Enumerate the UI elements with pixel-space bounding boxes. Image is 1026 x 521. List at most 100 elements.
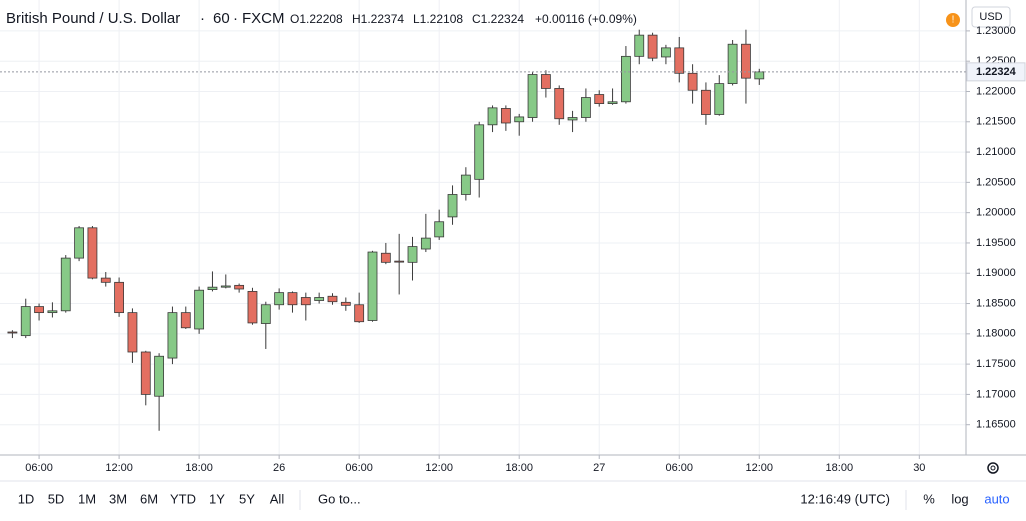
y-tick-label: 1.22500 bbox=[976, 55, 1016, 67]
candle-body bbox=[687, 72, 698, 91]
y-tick-label: 1.19500 bbox=[976, 237, 1016, 249]
y-tick-label: 1.16500 bbox=[976, 419, 1016, 431]
y-tick-label: 1.21000 bbox=[976, 146, 1016, 158]
scale-option[interactable]: auto bbox=[984, 491, 1009, 506]
candle-body bbox=[540, 74, 551, 89]
candle-body bbox=[647, 34, 658, 59]
y-tick-label: 1.19000 bbox=[976, 267, 1016, 279]
source: FXCM bbox=[242, 10, 285, 27]
candle-body bbox=[447, 194, 458, 218]
y-tick-label: 1.20500 bbox=[976, 176, 1016, 188]
candle-body bbox=[580, 97, 591, 118]
candle-body bbox=[314, 297, 325, 301]
candle-body bbox=[634, 34, 645, 57]
candle-body bbox=[607, 101, 618, 105]
x-tick-label: 12:00 bbox=[746, 462, 774, 474]
candle-body bbox=[87, 227, 98, 279]
candle-body bbox=[60, 257, 71, 312]
candle-body bbox=[74, 227, 84, 259]
candle-body bbox=[354, 304, 365, 323]
range-button[interactable]: 6M bbox=[140, 491, 158, 506]
separator: · bbox=[200, 10, 205, 27]
range-button[interactable]: 1Y bbox=[209, 491, 225, 506]
separator: · bbox=[233, 10, 238, 27]
candle-body bbox=[140, 351, 151, 395]
candle-body bbox=[741, 43, 751, 79]
candle-body bbox=[554, 88, 565, 120]
candle-body bbox=[7, 331, 18, 334]
candle-body bbox=[460, 174, 471, 195]
candle-body bbox=[260, 304, 271, 324]
y-tick-label: 1.17500 bbox=[976, 358, 1016, 370]
candle-body bbox=[340, 301, 351, 306]
x-tick-label: 12:00 bbox=[105, 462, 133, 474]
ohlc-low: L1.22108 bbox=[413, 12, 463, 26]
candle-body bbox=[154, 355, 165, 397]
x-tick-label: 06:00 bbox=[345, 462, 373, 474]
candle-body bbox=[247, 291, 258, 324]
scale-option[interactable]: log bbox=[951, 491, 968, 506]
candle-body bbox=[754, 71, 765, 80]
candle-body bbox=[300, 297, 311, 306]
candle-body bbox=[47, 310, 58, 314]
range-button[interactable]: 3M bbox=[109, 491, 127, 506]
y-tick-label: 1.18000 bbox=[976, 328, 1016, 340]
candle-body bbox=[527, 74, 538, 118]
interval: 60 bbox=[213, 10, 230, 27]
x-tick-label: 18:00 bbox=[185, 462, 213, 474]
candle-body bbox=[701, 89, 711, 115]
range-button[interactable]: All bbox=[270, 491, 285, 506]
candle-body bbox=[380, 252, 391, 263]
range-button[interactable]: 1M bbox=[78, 491, 96, 506]
y-tick-label: 1.20000 bbox=[976, 207, 1016, 219]
range-button[interactable]: 5Y bbox=[239, 491, 255, 506]
candle-body bbox=[661, 47, 671, 58]
y-tick-label: 1.21500 bbox=[976, 116, 1016, 128]
candle-body bbox=[367, 251, 378, 321]
x-tick-label: 06:00 bbox=[665, 462, 693, 474]
currency-box[interactable] bbox=[971, 6, 1011, 28]
candle-body bbox=[274, 292, 285, 306]
candle-body bbox=[594, 94, 605, 105]
candle-body bbox=[714, 83, 725, 115]
alert-icon[interactable] bbox=[946, 13, 960, 27]
y-tick-label: 1.22000 bbox=[976, 85, 1016, 97]
candle-body bbox=[727, 43, 738, 85]
candle-body bbox=[394, 260, 405, 263]
scale-option[interactable]: % bbox=[923, 491, 935, 506]
candle-body bbox=[114, 281, 124, 314]
range-button[interactable]: 1D bbox=[18, 491, 35, 506]
candle-body bbox=[327, 295, 338, 303]
candle-body bbox=[474, 124, 485, 180]
candle-body bbox=[674, 47, 685, 74]
x-tick-label: 30 bbox=[913, 462, 925, 474]
ohlc-open: O1.22208 bbox=[290, 12, 343, 26]
goto-button[interactable]: Go to... bbox=[318, 491, 361, 506]
x-tick-label: 18:00 bbox=[826, 462, 854, 474]
candle-body bbox=[407, 246, 418, 263]
candle-body bbox=[487, 107, 498, 126]
candle-body bbox=[100, 277, 111, 283]
last-price-box bbox=[966, 62, 1026, 82]
ohlc-high: H1.22374 bbox=[352, 12, 404, 26]
gear bbox=[987, 462, 999, 474]
x-tick-label: 06:00 bbox=[25, 462, 53, 474]
candle-body bbox=[180, 312, 191, 329]
candle-body bbox=[287, 292, 298, 306]
currency: USD bbox=[979, 11, 1002, 23]
ohlc-close: C1.22324 bbox=[472, 12, 524, 26]
candle-body bbox=[567, 117, 578, 121]
candle-body bbox=[167, 312, 178, 359]
candle-body bbox=[34, 306, 44, 314]
range-button[interactable]: 5D bbox=[48, 491, 65, 506]
candle-body bbox=[514, 116, 525, 123]
range-button[interactable]: YTD bbox=[170, 491, 196, 506]
y-tick-label: 1.17000 bbox=[976, 388, 1016, 400]
x-tick-label: 18:00 bbox=[505, 462, 533, 474]
candle-body bbox=[220, 285, 231, 288]
settings-icon[interactable] bbox=[987, 462, 999, 474]
alert-icon-mark: ! bbox=[952, 15, 955, 26]
candle-body bbox=[500, 108, 511, 124]
candle-body bbox=[420, 237, 431, 250]
